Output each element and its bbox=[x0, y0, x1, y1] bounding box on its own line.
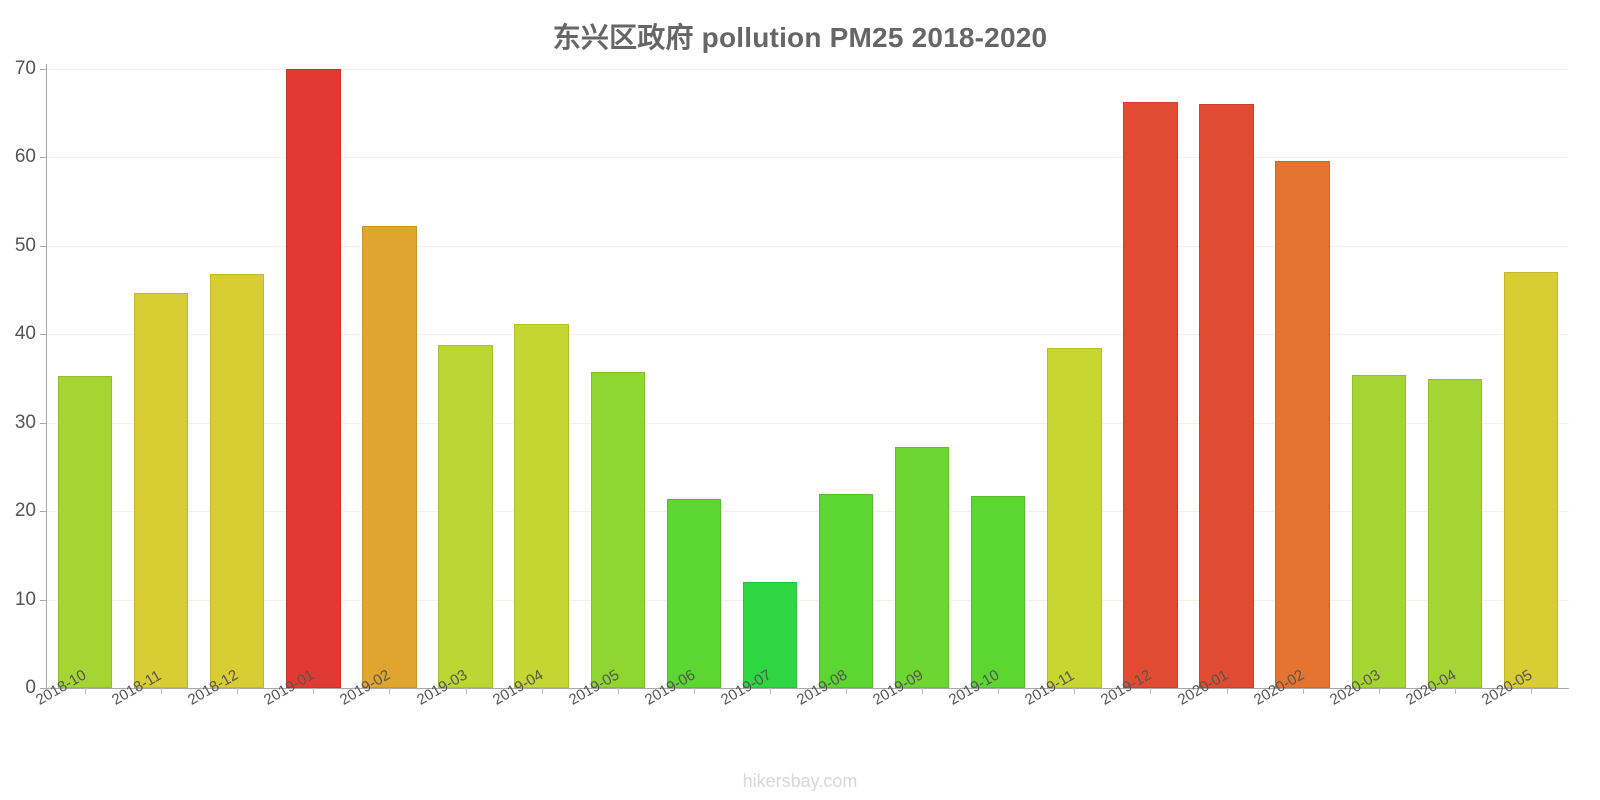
gridline bbox=[47, 69, 1569, 70]
x-axis-tick-mark bbox=[769, 688, 771, 694]
x-axis-tick-mark bbox=[389, 688, 391, 694]
bar[interactable] bbox=[590, 372, 645, 688]
bar[interactable] bbox=[1123, 101, 1178, 688]
bar[interactable] bbox=[1503, 272, 1559, 688]
bar[interactable] bbox=[133, 292, 189, 688]
bar[interactable] bbox=[438, 344, 493, 688]
bar[interactable] bbox=[742, 581, 798, 688]
x-axis-tick-mark bbox=[1150, 688, 1152, 694]
y-axis-tick-label: 60 bbox=[14, 146, 36, 168]
bar[interactable] bbox=[57, 375, 113, 688]
bar[interactable] bbox=[1047, 348, 1102, 688]
x-axis-tick-mark bbox=[617, 688, 619, 694]
gridline bbox=[47, 245, 1569, 247]
gridline bbox=[47, 157, 1569, 159]
x-axis-line bbox=[46, 688, 1569, 689]
bar[interactable] bbox=[818, 494, 874, 688]
x-axis-tick-mark bbox=[85, 688, 87, 694]
bar[interactable] bbox=[286, 69, 341, 688]
gridline bbox=[47, 599, 1569, 601]
x-axis-tick-mark bbox=[1074, 688, 1076, 694]
y-axis-tick-mark bbox=[40, 422, 47, 424]
bar[interactable] bbox=[362, 225, 417, 688]
y-axis-tick-mark bbox=[40, 157, 47, 159]
gridline bbox=[47, 334, 1569, 336]
bar[interactable] bbox=[514, 323, 569, 688]
y-axis-tick-mark bbox=[40, 334, 47, 336]
gridline bbox=[47, 511, 1569, 513]
x-axis-tick-mark bbox=[313, 688, 315, 694]
x-axis-tick-mark bbox=[237, 688, 239, 694]
x-axis-tick-mark bbox=[541, 688, 543, 694]
x-axis-tick-mark bbox=[1530, 688, 1532, 694]
y-axis-tick-label: 0 bbox=[25, 677, 36, 698]
y-axis-tick-label: 20 bbox=[14, 500, 36, 522]
bar[interactable] bbox=[210, 274, 265, 688]
y-axis-tick-label: 70 bbox=[14, 58, 36, 79]
chart-title: 东兴区政府 pollution PM25 2018-2020 bbox=[552, 22, 1048, 53]
bar[interactable] bbox=[894, 446, 950, 688]
y-axis-tick-label: 50 bbox=[14, 234, 36, 256]
bar[interactable] bbox=[1427, 379, 1483, 688]
y-axis-tick-label: 30 bbox=[14, 411, 36, 433]
bar[interactable] bbox=[1351, 374, 1406, 688]
x-axis-tick-mark bbox=[1302, 688, 1304, 694]
x-axis-tick-mark bbox=[998, 688, 1000, 694]
y-axis-tick-label: 10 bbox=[14, 588, 36, 610]
x-axis-tick-mark bbox=[846, 688, 848, 694]
y-axis-tick-mark bbox=[40, 245, 47, 247]
x-axis-tick-mark bbox=[161, 688, 163, 694]
x-axis-tick-mark bbox=[1378, 688, 1380, 694]
bar[interactable] bbox=[1275, 160, 1330, 688]
y-axis-tick-mark bbox=[40, 69, 47, 70]
bar[interactable] bbox=[971, 496, 1026, 688]
y-axis-tick-mark bbox=[40, 599, 47, 601]
x-axis-tick-mark bbox=[693, 688, 695, 694]
y-axis-tick-mark bbox=[40, 688, 47, 689]
y-axis-tick-label: 40 bbox=[14, 323, 36, 345]
y-axis-tick-mark bbox=[40, 511, 47, 513]
x-axis-tick-mark bbox=[1226, 688, 1228, 694]
footer-attribution: hikersbay.com bbox=[742, 771, 858, 791]
bar[interactable] bbox=[666, 498, 722, 688]
x-axis-tick-mark bbox=[1454, 688, 1456, 694]
bar[interactable] bbox=[1199, 104, 1254, 688]
x-axis-tick-mark bbox=[465, 688, 467, 694]
y-axis-line bbox=[46, 64, 47, 688]
x-axis-tick-mark bbox=[922, 688, 924, 694]
gridline bbox=[47, 422, 1569, 424]
